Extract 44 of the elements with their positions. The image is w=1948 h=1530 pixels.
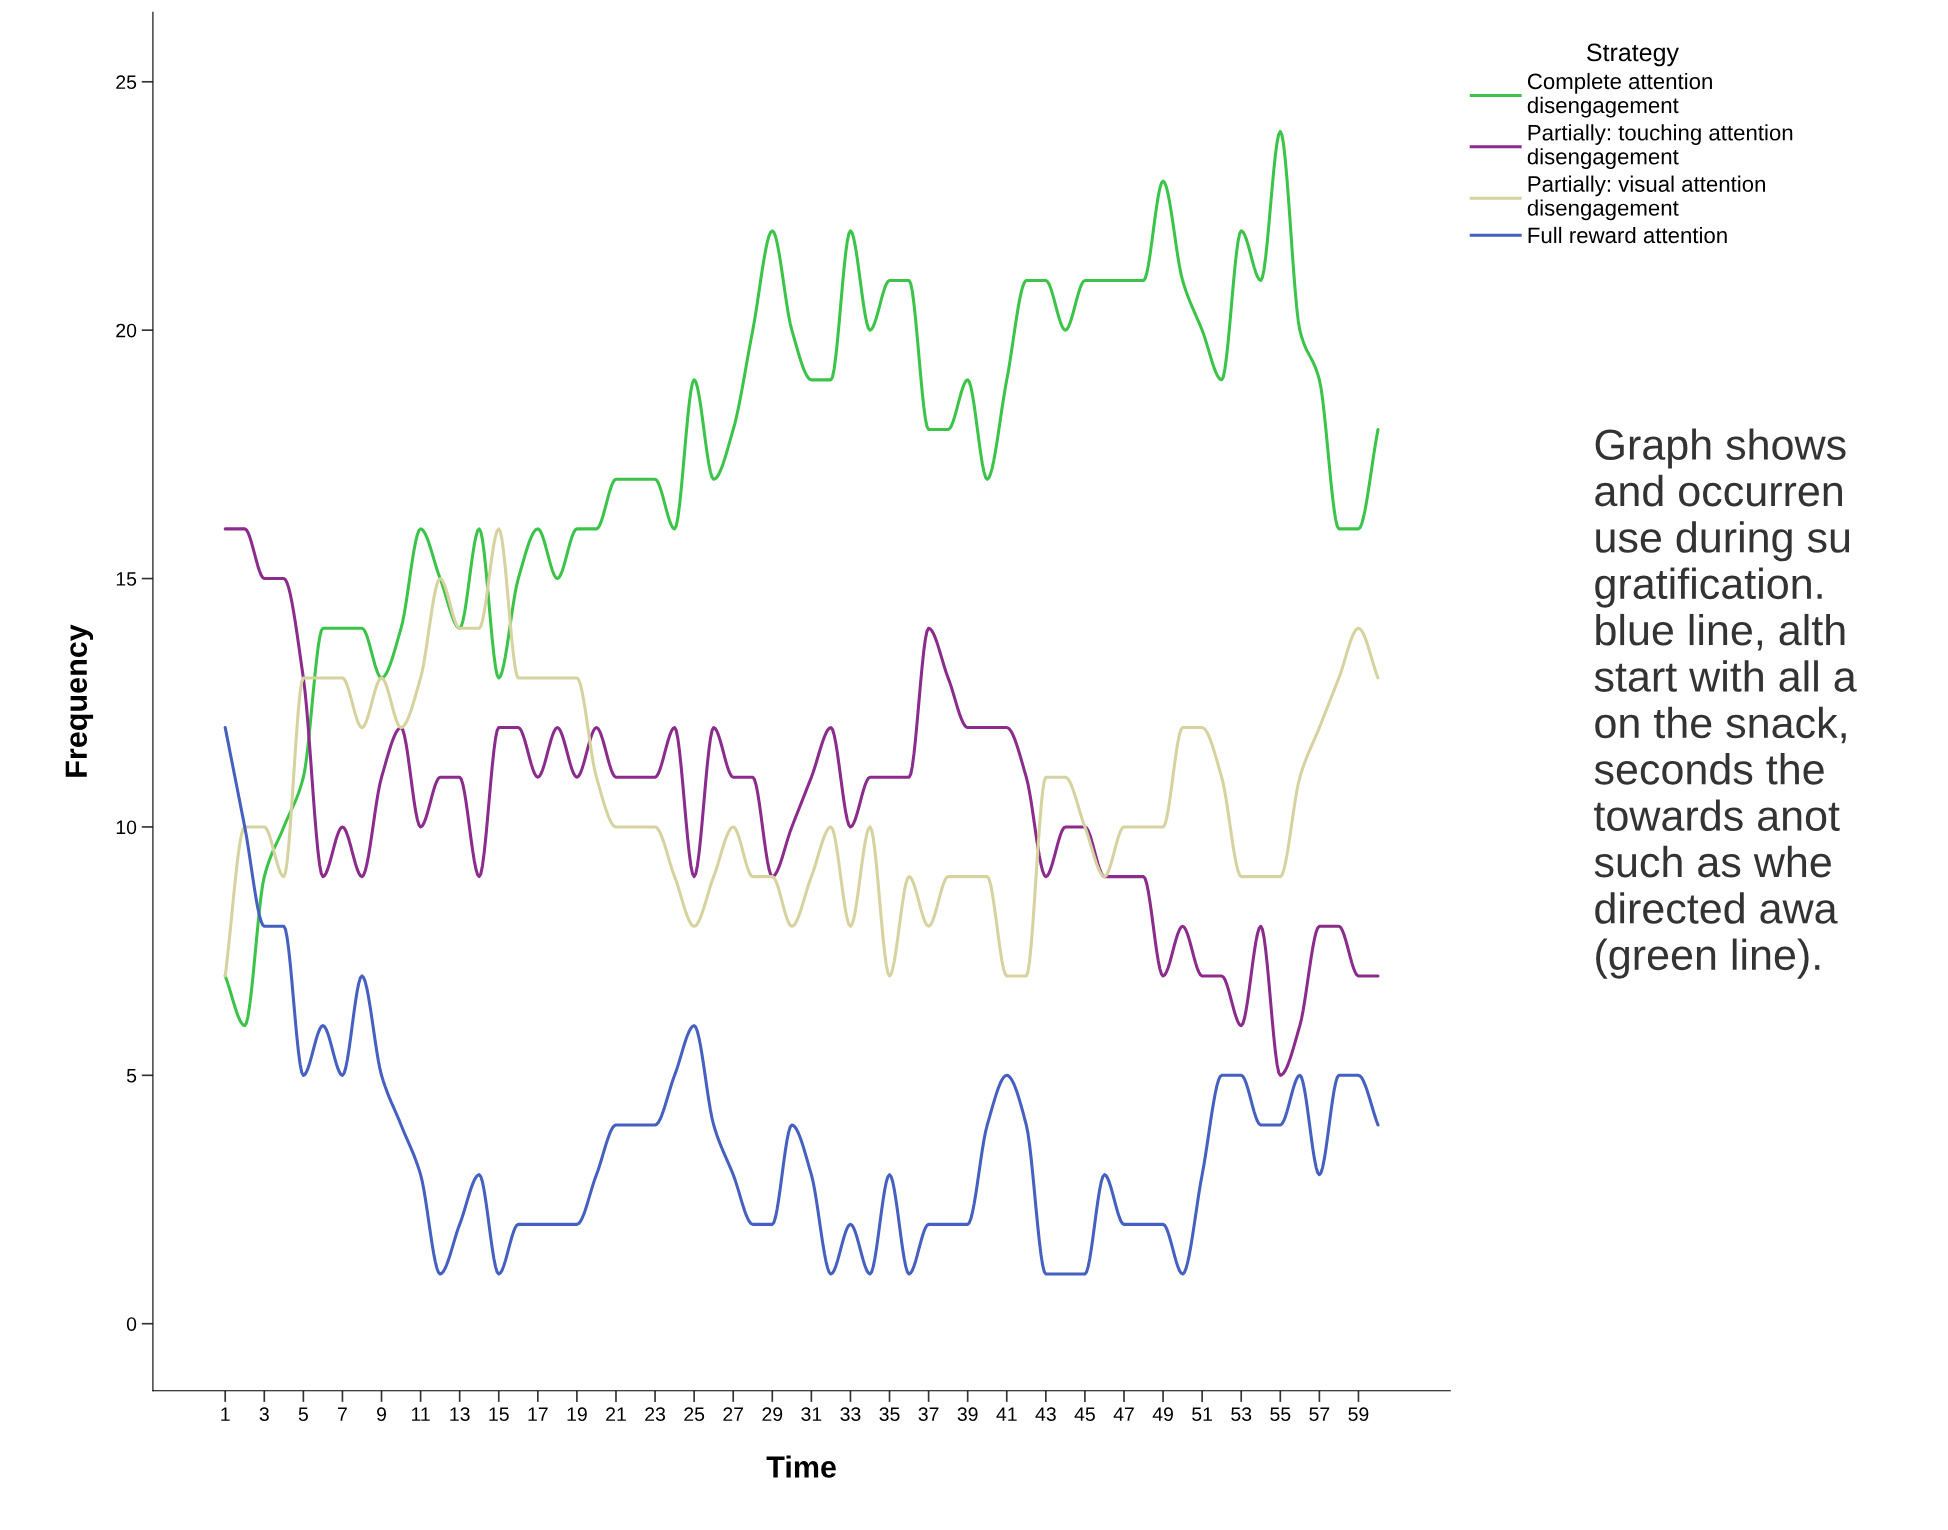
x-tick-label: 51 (1192, 1407, 1213, 1422)
x-axis-title: Time (766, 1455, 836, 1478)
x-tick-label: 15 (489, 1407, 509, 1422)
x-tick-label: 53 (1231, 1407, 1252, 1422)
x-tick-label: 23 (645, 1407, 666, 1422)
x-tick-label: 59 (1348, 1407, 1369, 1422)
x-tick-label: 33 (840, 1407, 861, 1422)
x-tick-label: 13 (450, 1407, 470, 1422)
legend-label: Partially: visual attention disengagement (1527, 175, 1765, 221)
y-tick-label: 15 (116, 572, 137, 586)
x-tick-label: 5 (298, 1407, 308, 1422)
x-tick-label: 35 (879, 1407, 900, 1422)
y-tick-label: 10 (116, 820, 137, 835)
x-tick-label: 39 (957, 1407, 978, 1422)
x-tick-label: 49 (1152, 1407, 1173, 1422)
x-tick-label: 45 (1074, 1407, 1095, 1422)
x-tick-label: 57 (1309, 1407, 1330, 1422)
y-tick-label: 20 (116, 323, 137, 338)
x-tick-label: 27 (723, 1407, 744, 1421)
legend-label: Complete attention disengagement (1527, 72, 1712, 118)
x-tick-label: 25 (684, 1407, 705, 1422)
legend-label: Partially: touching attention disengagement (1527, 124, 1793, 169)
x-tick-label: 17 (528, 1407, 548, 1421)
x-tick-label: 11 (411, 1407, 430, 1421)
legend-label: Full reward attention (1528, 226, 1727, 244)
x-tick-label: 31 (801, 1407, 822, 1422)
x-tick-label: 41 (996, 1407, 1017, 1421)
x-tick-label: 47 (1113, 1407, 1134, 1421)
x-tick-label: 7 (338, 1407, 347, 1421)
y-tick-label: 5 (126, 1068, 137, 1083)
x-tick-label: 21 (606, 1407, 626, 1421)
x-tick-label: 37 (918, 1407, 939, 1422)
y-axis-title: Frequency (65, 624, 94, 777)
x-tick-label: 9 (377, 1407, 387, 1422)
y-tick-label: 0 (126, 1317, 137, 1331)
x-tick-label: 29 (762, 1407, 783, 1422)
x-tick-label: 55 (1270, 1407, 1291, 1422)
x-tick-label: 19 (567, 1407, 587, 1422)
text: Graph shows and occurren use during su gratification. blue line, alth start with all a on the snack, seconds the towards anot such as whe directed awa (green line). (1594, 428, 1857, 979)
y-tick-label: 25 (116, 75, 137, 90)
legend-title: Strategy (1587, 43, 1679, 67)
x-tick-label: 1 (221, 1407, 230, 1421)
x-tick-label: 43 (1035, 1407, 1056, 1422)
x-tick-label: 3 (259, 1407, 269, 1422)
